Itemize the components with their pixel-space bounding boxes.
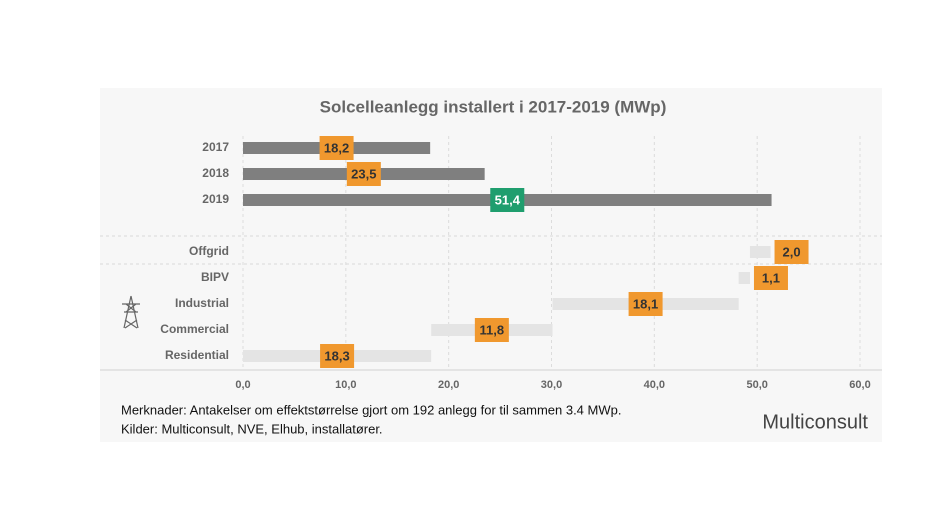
value-label: 11,8 [480,322,505,337]
note: Merknader: Antakelser om effektstørrelse… [121,402,621,417]
note: Kilder: Multiconsult, NVE, Elhub, instal… [121,421,383,436]
value-label: 2,0 [782,244,800,259]
value-label-box [774,240,809,264]
y-tick-label: 2018 [202,166,229,180]
x-tick-label: 10,0 [335,379,356,391]
y-tick-label: 2019 [202,192,229,206]
chart-title: Solcelleanlegg installert i 2017-2019 (M… [320,97,667,116]
value-label-box [346,162,381,186]
value-label: 1,1 [762,270,780,285]
value-label: 23,5 [351,166,376,181]
value-label-box [753,266,788,290]
y-tick-label: Industrial [175,296,229,310]
value-label-box [319,136,354,160]
x-tick-label: 20,0 [438,379,459,391]
bar [749,246,771,258]
value-label-box [474,318,509,342]
y-tick-label: 2017 [202,140,229,154]
value-label-box [628,292,663,316]
pylon-icon [122,295,140,329]
y-tick-label: Residential [165,348,229,362]
x-tick-label: 0,0 [235,379,250,391]
y-tick-label: Commercial [160,322,229,336]
value-label: 18,1 [633,296,658,311]
value-label: 18,2 [324,140,349,155]
logo: Multiconsult [762,411,868,433]
value-label-box [490,188,525,212]
value-label-box [320,344,355,368]
x-tick-label: 50,0 [746,379,767,391]
chart-background [100,88,882,442]
y-tick-label: Offgrid [189,244,229,258]
x-tick-label: 60,0 [849,379,870,391]
x-tick-label: 40,0 [644,379,665,391]
value-label: 51,4 [495,192,521,207]
y-tick-label: BIPV [201,270,229,284]
bar [738,272,750,284]
x-tick-label: 30,0 [541,379,562,391]
value-label: 18,3 [324,348,349,363]
